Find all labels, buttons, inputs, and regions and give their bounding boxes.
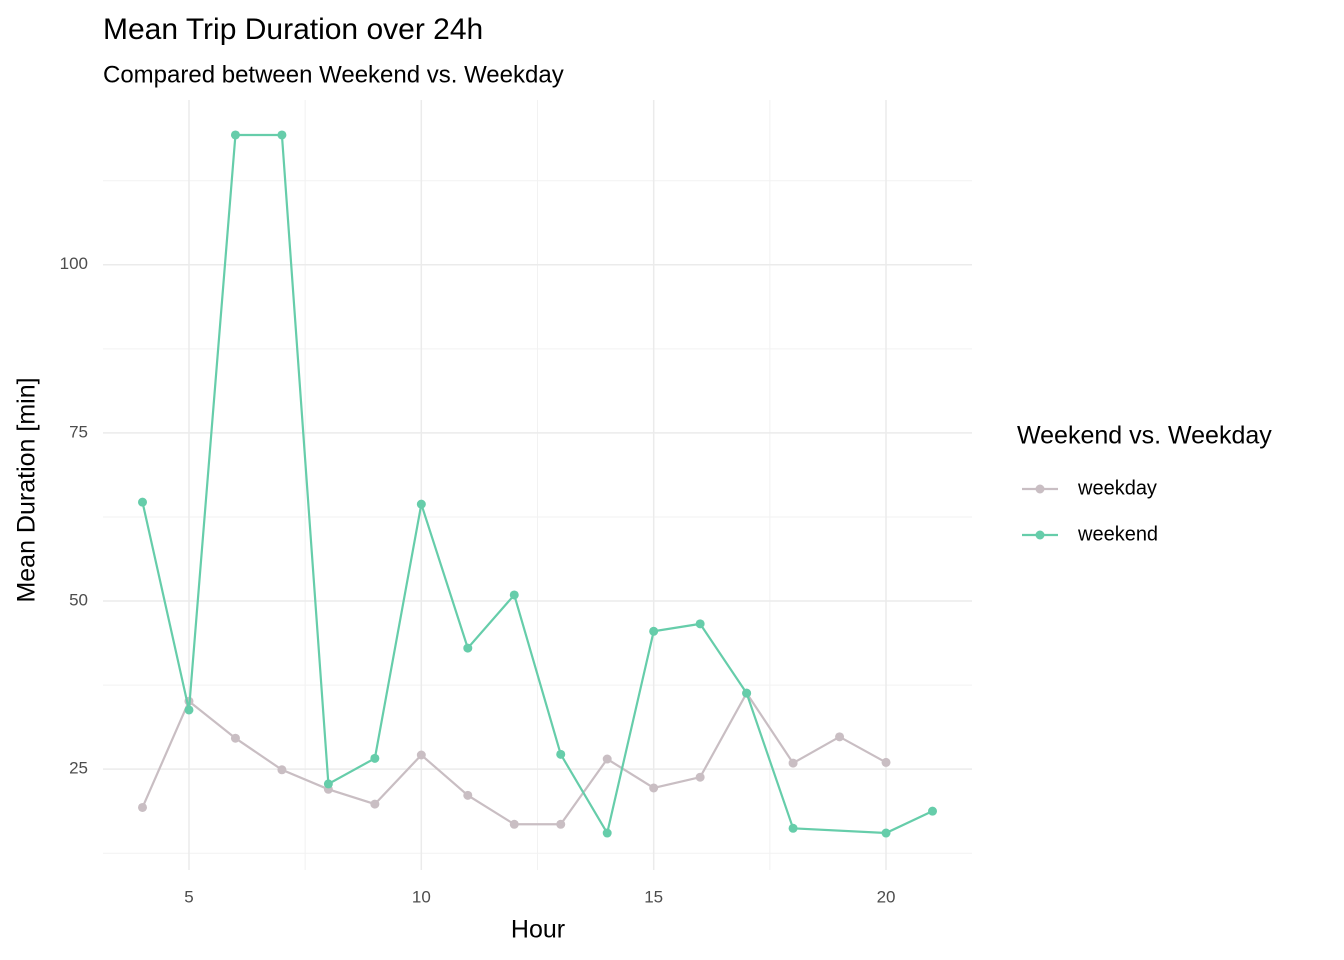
legend-title: Weekend vs. Weekday (1017, 422, 1272, 450)
data-point (416, 750, 426, 760)
data-point (230, 130, 240, 140)
data-point (509, 819, 519, 829)
data-point (416, 499, 426, 509)
data-point (695, 772, 705, 782)
data-point (602, 828, 612, 838)
data-point (835, 732, 845, 742)
y-axis-label: Mean Duration [min] (13, 377, 41, 602)
data-point (649, 626, 659, 636)
data-point (463, 643, 473, 653)
legend-label: weekend (1077, 523, 1158, 545)
series-line (141, 691, 887, 826)
chart-title: Mean Trip Duration over 24h (103, 13, 483, 46)
data-point (509, 590, 519, 600)
data-point (881, 757, 891, 767)
data-point (695, 619, 705, 629)
legend-key-point (1035, 484, 1045, 494)
data-point (928, 806, 937, 816)
data-point (556, 819, 566, 829)
x-tick-label: 10 (412, 887, 431, 906)
data-point (277, 130, 287, 140)
data-point (370, 799, 380, 809)
data-point (277, 765, 287, 775)
data-point (556, 749, 566, 759)
data-point (649, 783, 659, 793)
data-point (230, 733, 240, 743)
data-point (788, 823, 798, 833)
data-point (742, 688, 752, 698)
data-point (184, 705, 194, 715)
y-tick-label: 100 (60, 254, 88, 273)
x-tick-label: 15 (644, 887, 663, 906)
y-tick-label: 25 (69, 759, 88, 778)
data-point (788, 758, 798, 768)
legend-label: weekday (1077, 477, 1157, 499)
x-tick-label: 20 (877, 887, 896, 906)
data-point (463, 790, 473, 800)
x-axis-label: Hour (511, 916, 565, 944)
y-tick-label: 75 (69, 422, 88, 441)
data-point (138, 802, 147, 812)
data-point (138, 497, 147, 507)
data-point (323, 779, 333, 789)
data-point (602, 754, 612, 764)
legend-key-point (1035, 530, 1045, 540)
data-point (370, 753, 380, 763)
chart-subtitle: Compared between Weekend vs. Weekday (103, 61, 564, 88)
y-tick-label: 50 (69, 590, 88, 609)
x-tick-label: 5 (184, 887, 193, 906)
data-point (881, 828, 891, 838)
